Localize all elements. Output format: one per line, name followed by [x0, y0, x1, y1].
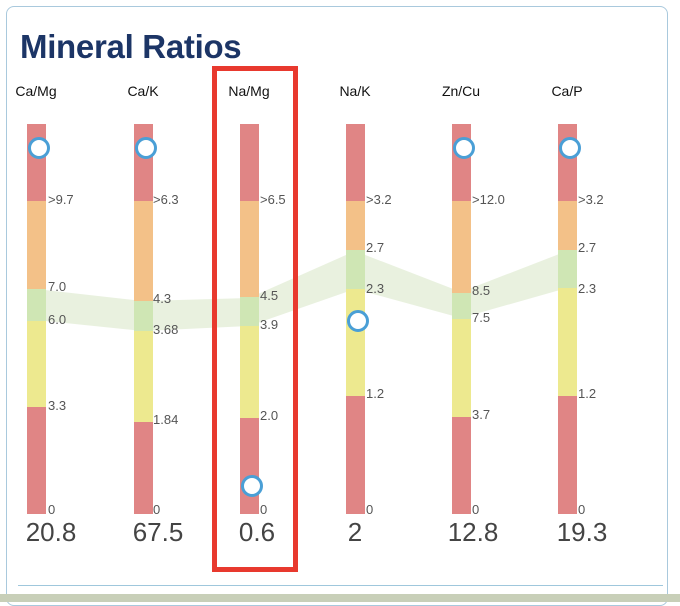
tick-ca-k-low: 1.84: [153, 412, 179, 427]
tick-na-mg-zero: 0: [260, 502, 268, 517]
tick-ca-k-high: >6.3: [153, 192, 179, 207]
ratio-value-ca-p: 19.3: [556, 517, 608, 547]
tick-ca-mg-ideal-top: 7.0: [48, 279, 67, 294]
tick-ca-mg-ideal-bottom: 6.0: [48, 312, 67, 327]
ratio-marker-na-k: [347, 310, 369, 332]
ratio-label-ca-k: Ca/K: [127, 83, 159, 99]
ratio-label-ca-mg: Ca/Mg: [15, 83, 57, 99]
tick-zn-cu-ideal-top: 8.5: [472, 283, 491, 298]
tick-ca-k-zero: 0: [153, 502, 161, 517]
ratio-label-zn-cu: Zn/Cu: [441, 83, 481, 99]
tick-ca-mg-zero: 0: [48, 502, 56, 517]
tick-na-k-low: 1.2: [366, 386, 385, 401]
tick-ca-p-high: >3.2: [578, 192, 604, 207]
ratio-marker-ca-mg: [28, 137, 50, 159]
ratio-value-na-mg: 0.6: [238, 517, 276, 547]
na-mg-highlight-box: [212, 66, 298, 572]
tick-ca-k-ideal-top: 4.3: [153, 291, 172, 306]
ratio-value-na-k: 2: [347, 517, 363, 547]
tick-na-mg-low: 2.0: [260, 408, 279, 423]
tick-na-k-zero: 0: [366, 502, 374, 517]
ratio-bar-na-mg: [240, 124, 259, 514]
tick-na-k-high: >3.2: [366, 192, 392, 207]
ratio-marker-na-mg: [241, 475, 263, 497]
tick-ca-mg-high: >9.7: [48, 192, 74, 207]
section-title: Mineral Ratios: [20, 28, 242, 65]
tick-na-k-ideal-bottom: 2.3: [366, 281, 385, 296]
tick-ca-p-low: 1.2: [578, 386, 597, 401]
ratio-value-zn-cu: 12.8: [447, 517, 499, 547]
tick-ca-k-ideal-bottom: 3.68: [153, 322, 179, 337]
tick-ca-p-ideal-top: 2.7: [578, 240, 597, 255]
ratio-value-ca-mg: 20.8: [25, 517, 77, 547]
ratio-label-ca-p: Ca/P: [551, 83, 583, 99]
ratio-label-na-k: Na/K: [339, 83, 371, 99]
tick-ca-p-zero: 0: [578, 502, 586, 517]
tick-ca-p-ideal-bottom: 2.3: [578, 281, 597, 296]
ratio-bar-zn-cu: [452, 124, 471, 514]
tick-na-mg-ideal-top: 4.5: [260, 288, 279, 303]
tick-zn-cu-zero: 0: [472, 502, 480, 517]
ratio-marker-ca-k: [135, 137, 157, 159]
tick-zn-cu-low: 3.7: [472, 407, 491, 422]
ratio-bar-ca-mg: [27, 124, 46, 514]
ratio-bar-ca-k: [134, 124, 153, 514]
tick-zn-cu-ideal-bottom: 7.5: [472, 310, 491, 325]
ratio-label-na-mg: Na/Mg: [228, 83, 270, 99]
tick-na-k-ideal-top: 2.7: [366, 240, 385, 255]
tick-ca-mg-low: 3.3: [48, 398, 67, 413]
bottom-strip: [0, 594, 680, 602]
ratio-marker-zn-cu: [453, 137, 475, 159]
tick-na-mg-ideal-bottom: 3.9: [260, 317, 279, 332]
ratio-bar-ca-p: [558, 124, 577, 514]
ratio-value-ca-k: 67.5: [132, 517, 184, 547]
ratio-marker-ca-p: [559, 137, 581, 159]
tick-zn-cu-high: >12.0: [472, 192, 505, 207]
tick-na-mg-high: >6.5: [260, 192, 286, 207]
section-divider: [18, 585, 663, 586]
